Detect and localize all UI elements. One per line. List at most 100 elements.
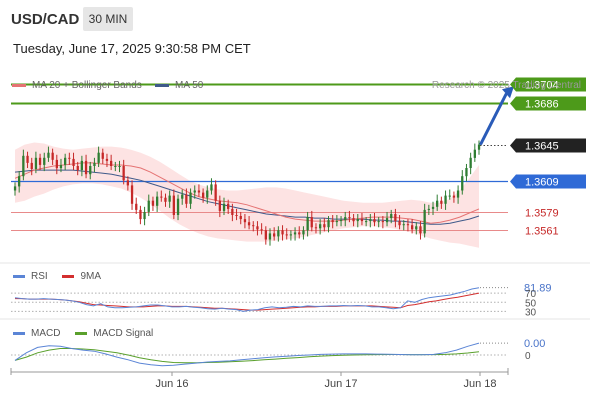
time-tick-label: Jun 17 (324, 378, 357, 390)
candle-bullish (114, 166, 117, 167)
candle-bullish (93, 162, 96, 166)
candle-bearish (373, 219, 376, 223)
candle-bearish (231, 208, 234, 215)
timeframe-badge[interactable]: 30 MIN (83, 7, 133, 31)
candle-bullish (448, 195, 451, 197)
candle-bullish (306, 217, 309, 231)
candle-bearish (26, 155, 29, 163)
candle-bullish (210, 184, 213, 191)
rsi-tick-label: 50 (525, 298, 537, 309)
candle-bearish (314, 227, 318, 229)
macd-line (14, 342, 480, 367)
candle-bullish (64, 157, 67, 165)
candle-bullish (402, 224, 405, 226)
candle-bearish (197, 190, 201, 193)
candle-bullish (118, 166, 121, 167)
candle-bullish (461, 176, 464, 191)
candle-bullish (59, 165, 63, 169)
level-label-pivot: 1.3609 (525, 177, 559, 189)
macd-signal-swatch (75, 331, 88, 335)
candle-bullish (47, 152, 50, 158)
ma20-line (14, 162, 480, 224)
candle-bearish (398, 221, 401, 226)
candle-bullish (473, 149, 476, 158)
candle-bullish (302, 230, 305, 235)
candle-bearish (235, 215, 238, 216)
candle-bearish (202, 192, 205, 198)
level-label-resistance: 1.3686 (525, 99, 559, 111)
candle-bearish (310, 217, 313, 228)
candle-bullish (377, 221, 380, 223)
candle-bearish (360, 219, 364, 222)
candle-bearish (281, 230, 284, 235)
candle-bullish (339, 220, 343, 222)
candle-bullish (189, 192, 192, 204)
candle-bullish (13, 186, 17, 191)
bollinger-bands (15, 142, 479, 248)
level-label-support: 1.3579 (525, 208, 559, 220)
candle-bearish (352, 218, 355, 222)
symbol-title: USD/CAD (11, 11, 80, 28)
candle-bullish (477, 144, 481, 150)
credit-text: Research © 2025 Trading Central (431, 80, 581, 91)
candle-bearish (218, 200, 221, 211)
macd-signal-label: MACD Signal (93, 328, 154, 339)
candle-bullish (369, 219, 372, 222)
legend-ma50-label: MA 50 (175, 80, 204, 91)
forecast-arrow-shaft (479, 92, 508, 146)
rsi-ma-legend-item: 9MA (62, 271, 101, 282)
level-label-last: 1.3645 (525, 141, 559, 153)
rsi-ma-label: 9MA (80, 271, 102, 282)
candle-bearish (298, 232, 301, 235)
candle-bullish (456, 190, 460, 198)
candle-bullish (181, 194, 184, 199)
candle-bearish (126, 180, 129, 186)
legend-ma50: MA 50 (155, 80, 203, 91)
level-label-bg (510, 77, 586, 92)
candle-bearish (101, 152, 104, 159)
candle-bearish (440, 200, 443, 204)
candlesticks (13, 140, 481, 246)
candle-bullish (18, 176, 21, 187)
rsi-line (14, 287, 480, 312)
candle-bearish (122, 166, 125, 181)
candle-bearish (164, 197, 167, 202)
candle-bullish (268, 233, 272, 240)
candle-bullish (222, 203, 226, 211)
macd-panel-plot (11, 342, 508, 367)
timestamp: Tuesday, June 17, 2025 9:30:58 PM CET (13, 41, 251, 56)
candle-bearish (406, 224, 410, 226)
legend-ma20: MA 20 + Bollinger Bands (12, 80, 142, 91)
candle-bearish (323, 224, 326, 228)
candle-bullish (327, 220, 330, 228)
candle-bearish (239, 216, 242, 220)
ma50-swatch (155, 83, 169, 87)
ma20-swatch (12, 83, 26, 87)
level-label-resistance: 1.3704 (525, 80, 559, 92)
candle-bearish (38, 157, 42, 165)
candle-bearish (411, 225, 414, 230)
macd-signal-legend-item: MACD Signal (75, 328, 153, 339)
candle-bearish (247, 222, 251, 226)
candle-bullish (436, 200, 439, 207)
axis-labels: 1.3704 1.3686 1.3645 1.3609 1.3579 1.3561 81.8… (510, 77, 586, 362)
candle-bearish (139, 209, 142, 220)
candle-bearish (72, 158, 75, 166)
candle-bearish (214, 184, 217, 201)
candle-bearish (264, 230, 267, 240)
level-label-bg (510, 138, 586, 153)
macd-legend: MACD MACD Signal (13, 328, 165, 339)
candle-bearish (252, 225, 255, 227)
macd-swatch (13, 331, 25, 335)
candle-bearish (68, 157, 71, 159)
bollinger-band-area (15, 142, 479, 248)
candle-bearish (172, 195, 175, 215)
candle-bullish (319, 224, 322, 229)
candle-bullish (390, 214, 393, 219)
candle-bearish (394, 214, 397, 222)
candle-bullish (344, 217, 347, 221)
candle-bearish (55, 159, 58, 169)
candle-bullish (147, 200, 150, 212)
candle-bullish (34, 157, 38, 169)
forecast-arrow-head (502, 86, 514, 99)
